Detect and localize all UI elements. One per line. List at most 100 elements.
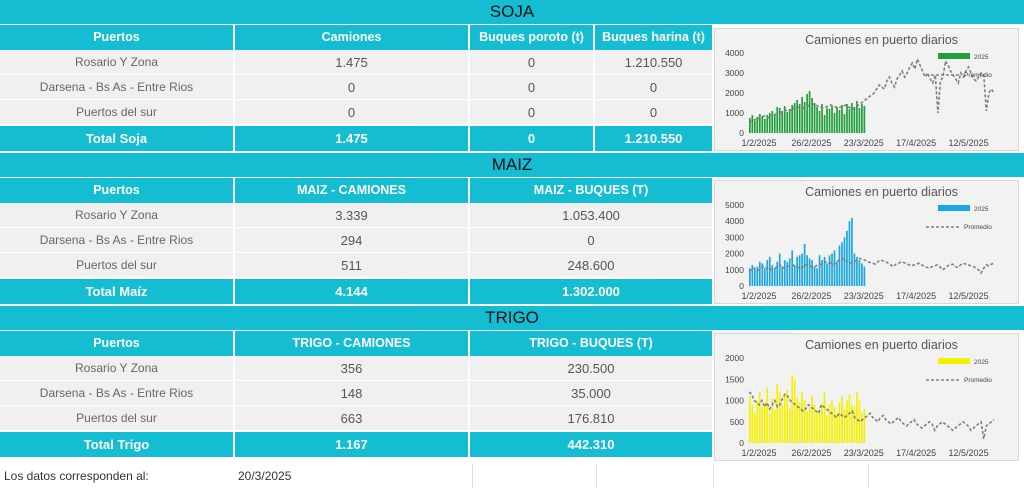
bar bbox=[756, 400, 759, 443]
bar bbox=[763, 268, 766, 286]
soja-total-harina: 1.210.550 bbox=[595, 126, 712, 151]
bar bbox=[796, 256, 798, 286]
x-tick-label: 17/4/2025 bbox=[896, 291, 936, 301]
bar bbox=[751, 264, 754, 286]
bar bbox=[821, 402, 823, 443]
bar bbox=[833, 113, 836, 133]
y-tick-label: 2000 bbox=[725, 249, 744, 259]
y-tick-label: 5000 bbox=[725, 200, 744, 210]
x-tick-label: 12/5/2025 bbox=[949, 138, 989, 148]
trigo-row-camiones: 148 bbox=[235, 381, 470, 406]
bar bbox=[803, 400, 806, 443]
bar bbox=[856, 256, 858, 286]
bar bbox=[749, 396, 751, 443]
bar bbox=[843, 409, 846, 443]
table-row: Rosario Y Zona 356 230.500 bbox=[0, 356, 712, 381]
y-tick-label: 1000 bbox=[725, 265, 744, 275]
x-tick-label: 17/4/2025 bbox=[896, 138, 936, 148]
bar bbox=[771, 111, 774, 133]
maiz-header-buques: MAIZ - BUQUES (T) bbox=[470, 178, 712, 203]
legend-swatch-2025 bbox=[938, 53, 970, 59]
bar bbox=[828, 404, 831, 443]
bar bbox=[791, 105, 794, 133]
maiz-row-camiones: 3.339 bbox=[235, 203, 470, 228]
trigo-row-camiones: 356 bbox=[235, 356, 470, 381]
bar bbox=[751, 404, 754, 443]
bar bbox=[803, 102, 806, 133]
bar bbox=[783, 260, 786, 286]
gridline bbox=[713, 464, 714, 488]
legend-swatch-2025 bbox=[938, 358, 970, 364]
bar bbox=[793, 264, 796, 286]
bar bbox=[841, 396, 843, 443]
x-tick-label: 1/2/2025 bbox=[741, 138, 776, 148]
soja-row-harina: 1.210.550 bbox=[595, 50, 712, 75]
bar bbox=[858, 400, 861, 443]
legend-label-2025: 2025 bbox=[974, 206, 989, 213]
trigo-row-port: Darsena - Bs As - Entre Rios bbox=[0, 381, 235, 406]
soja-header-buques-harina: Buques harina (t) bbox=[595, 25, 712, 50]
bar bbox=[856, 392, 858, 443]
bar bbox=[838, 402, 841, 443]
gridline bbox=[868, 464, 869, 488]
bar bbox=[753, 121, 756, 133]
bar bbox=[781, 111, 784, 133]
bar bbox=[836, 107, 838, 133]
y-tick-label: 3000 bbox=[725, 68, 744, 78]
footer-label: Los datos corresponden al: bbox=[4, 469, 149, 483]
maiz-chart: Camiones en puerto diarios 0 1000 2000 3000 4… bbox=[714, 180, 1019, 304]
bar bbox=[771, 264, 774, 286]
maiz-chart-svg: Camiones en puerto diarios 0 1000 2000 3000 4… bbox=[725, 185, 995, 301]
bar bbox=[798, 255, 801, 286]
legend-label-2025: 2025 bbox=[974, 359, 989, 366]
bar bbox=[786, 112, 789, 133]
bar bbox=[801, 253, 803, 286]
bar bbox=[813, 404, 816, 443]
chart-title: Camiones en puerto diarios bbox=[805, 33, 958, 47]
bar bbox=[843, 114, 846, 133]
bar bbox=[858, 260, 861, 286]
x-tick-label: 1/2/2025 bbox=[741, 291, 776, 301]
bar bbox=[771, 398, 774, 443]
table-row: Darsena - Bs As - Entre Rios 148 35.000 bbox=[0, 381, 712, 406]
x-tick-label: 17/4/2025 bbox=[896, 448, 936, 458]
bar bbox=[778, 253, 781, 286]
bar bbox=[823, 392, 826, 443]
bar bbox=[853, 107, 856, 133]
bar bbox=[801, 392, 803, 443]
y-tick-label: 500 bbox=[730, 417, 744, 427]
bar bbox=[768, 113, 771, 133]
bar bbox=[846, 400, 848, 443]
maiz-row-buques: 248.600 bbox=[470, 253, 712, 278]
trigo-total-buques: 442.310 bbox=[470, 432, 712, 457]
x-tick-label: 26/2/2025 bbox=[791, 138, 831, 148]
bar bbox=[798, 402, 801, 443]
maiz-header-camiones: MAIZ - CAMIONES bbox=[235, 178, 470, 203]
soja-header-row: Puertos Camiones Buques poroto (t) Buque… bbox=[0, 25, 712, 50]
bar bbox=[773, 268, 776, 286]
bar bbox=[833, 250, 836, 286]
bar bbox=[761, 406, 764, 443]
y-tick-label: 1000 bbox=[725, 396, 744, 406]
bar bbox=[756, 266, 759, 286]
bar bbox=[756, 117, 759, 133]
bar bbox=[848, 109, 851, 133]
bar bbox=[823, 115, 826, 133]
soja-chart: Camiones en puerto diarios 0 1000 2000 3000 4… bbox=[714, 28, 1019, 151]
bar bbox=[758, 261, 761, 286]
bar bbox=[773, 114, 776, 133]
bar bbox=[848, 221, 851, 286]
bar bbox=[776, 383, 779, 443]
bar bbox=[831, 253, 833, 286]
bar bbox=[816, 107, 818, 133]
promedio-line bbox=[748, 257, 995, 275]
trigo-header-puertos: Puertos bbox=[0, 331, 235, 356]
soja-title: SOJA bbox=[489, 2, 535, 21]
bar bbox=[781, 266, 784, 286]
soja-total-camiones: 1.475 bbox=[235, 126, 470, 151]
maiz-header-puertos: Puertos bbox=[0, 178, 235, 203]
bar bbox=[803, 243, 806, 286]
bar bbox=[813, 103, 816, 133]
bar bbox=[838, 110, 841, 133]
x-tick-label: 12/5/2025 bbox=[949, 448, 989, 458]
